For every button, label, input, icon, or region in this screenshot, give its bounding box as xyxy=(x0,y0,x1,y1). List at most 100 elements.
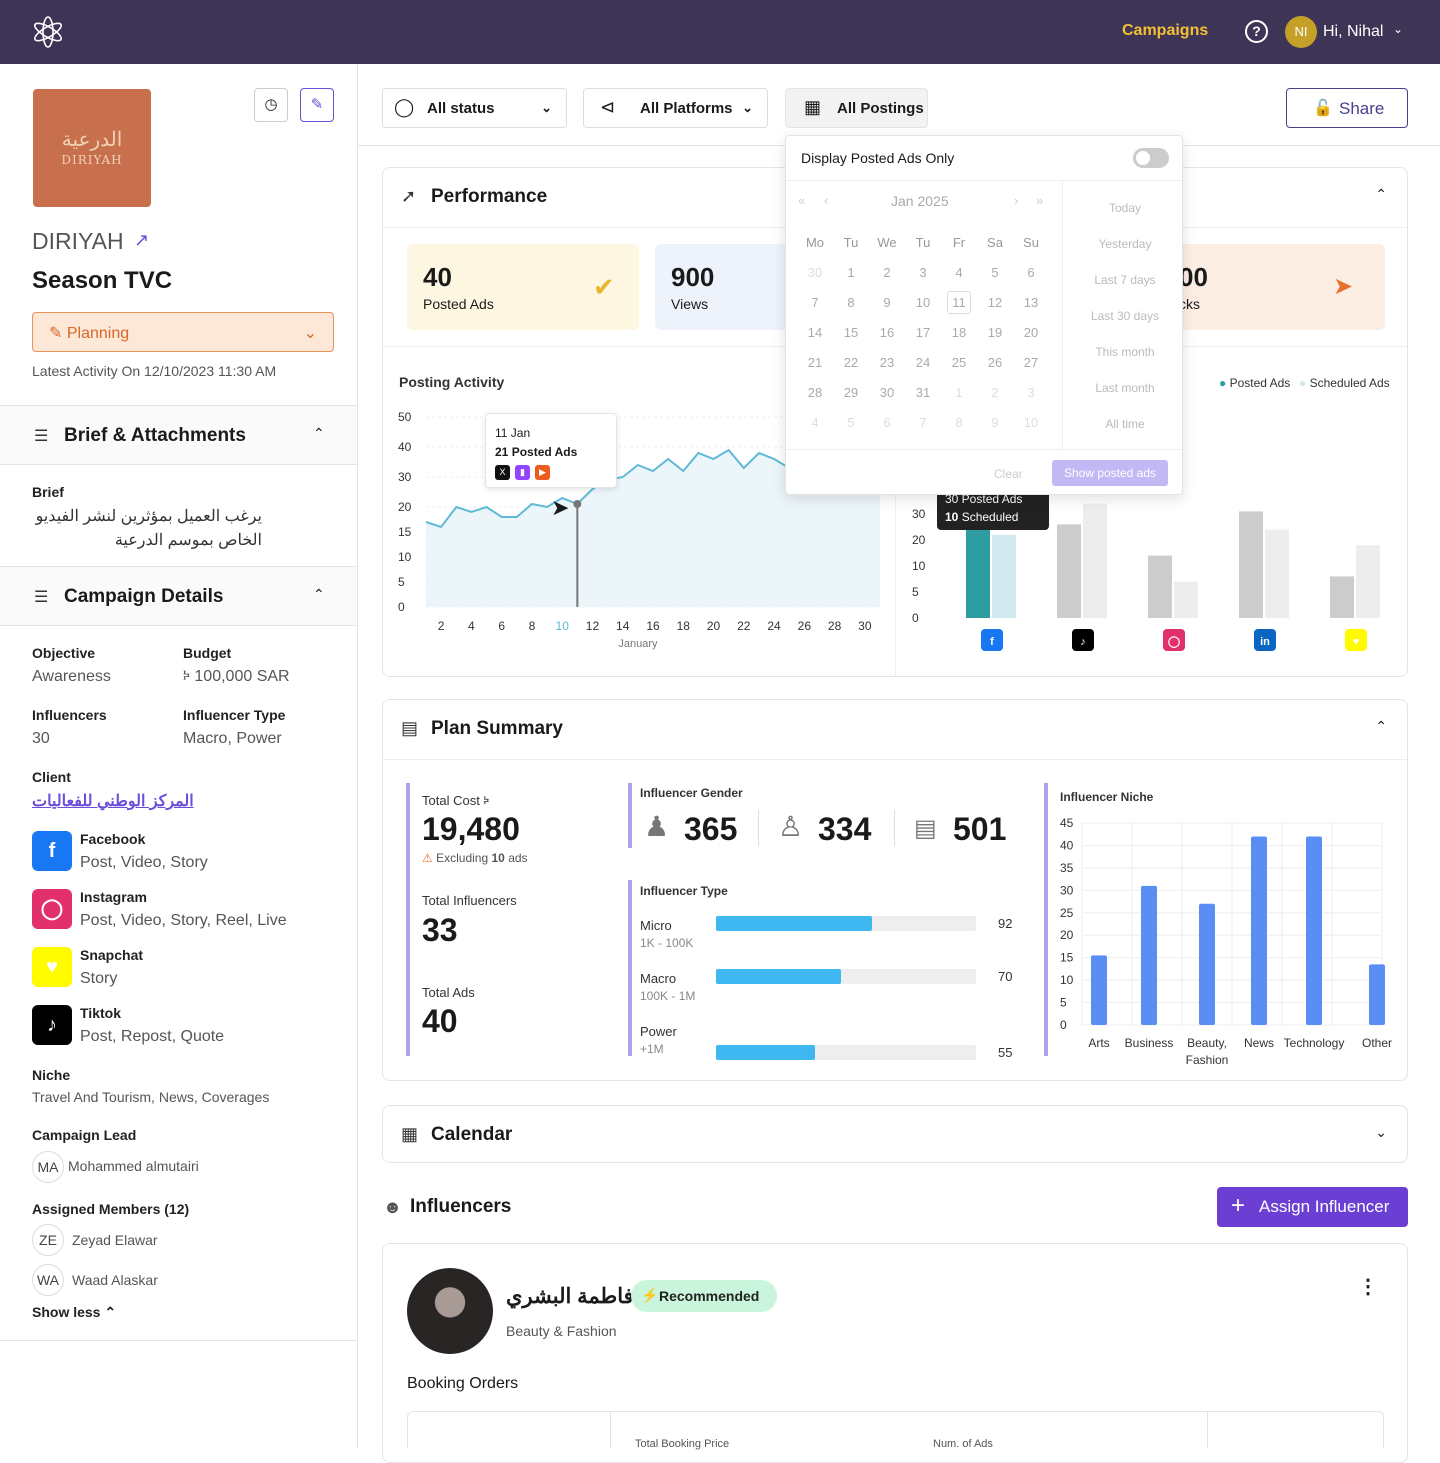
show-posted-ads-button[interactable]: Show posted ads xyxy=(1052,460,1168,486)
nav-campaigns-link[interactable]: Campaigns xyxy=(1122,22,1208,40)
next-month-icon[interactable]: › xyxy=(1014,193,1018,208)
calendar-day[interactable]: 7 xyxy=(800,295,830,310)
tooltip-count: 21 Posted Ads xyxy=(495,445,577,459)
objective-value: Awareness xyxy=(32,668,111,686)
calendar-day[interactable]: 21 xyxy=(800,355,830,370)
brief-section-header[interactable]: ☰ Brief & Attachments ⌃ xyxy=(0,405,357,465)
calendar-day[interactable]: 22 xyxy=(836,355,866,370)
calendar-day[interactable]: 16 xyxy=(872,325,902,340)
calendar-day[interactable]: 2 xyxy=(980,385,1010,400)
help-icon[interactable]: ? xyxy=(1245,20,1268,43)
edit-button[interactable]: ✎ xyxy=(300,88,334,122)
divider xyxy=(786,449,1182,450)
calendar-day[interactable]: 30 xyxy=(800,265,830,280)
user-greeting[interactable]: Hi, Nihal xyxy=(1323,23,1383,41)
calendar-day[interactable]: 11 xyxy=(947,291,971,314)
date-preset[interactable]: Last 7 days xyxy=(1066,273,1184,287)
user-avatar[interactable]: NI xyxy=(1285,16,1317,48)
calendar-day[interactable]: 23 xyxy=(872,355,902,370)
calendar-day[interactable]: 24 xyxy=(908,355,938,370)
share-button[interactable]: 🔓 Share xyxy=(1286,88,1408,128)
calendar-day[interactable]: 6 xyxy=(1016,265,1046,280)
posted-only-toggle[interactable] xyxy=(1133,148,1169,168)
influencer-type-label: Influencer Type xyxy=(183,707,285,723)
chevron-up-icon[interactable]: ⌃ xyxy=(1375,718,1387,735)
total-influencers-label: Total Influencers xyxy=(422,893,517,908)
app-logo-icon[interactable] xyxy=(30,14,66,50)
calendar-day[interactable]: 4 xyxy=(944,265,974,280)
calendar-day[interactable]: 17 xyxy=(908,325,938,340)
clear-button[interactable]: Clear xyxy=(994,467,1023,481)
details-section-header[interactable]: ☰ Campaign Details ⌃ xyxy=(0,566,357,626)
calendar-day[interactable]: 29 xyxy=(836,385,866,400)
calendar-day[interactable]: 14 xyxy=(800,325,830,340)
facebook-icon: f xyxy=(32,831,72,871)
calendar-card[interactable]: ▦ Calendar ⌄ xyxy=(382,1105,1408,1163)
date-preset[interactable]: Last month xyxy=(1066,381,1184,395)
calendar-day[interactable]: 28 xyxy=(800,385,830,400)
riyal-icon: ⰽ xyxy=(183,668,194,685)
niche-bar xyxy=(1199,904,1215,1025)
prev-year-icon[interactable]: « xyxy=(798,193,805,208)
postings-filter-dropdown[interactable]: ▦ All Postings xyxy=(785,88,928,128)
calendar-day[interactable]: 13 xyxy=(1016,295,1046,310)
calendar-day[interactable]: 10 xyxy=(1016,415,1046,430)
date-preset[interactable]: This month xyxy=(1066,345,1184,359)
calendar-day[interactable]: 27 xyxy=(1016,355,1046,370)
calendar-day[interactable]: 10 xyxy=(908,295,938,310)
calendar-day[interactable]: 9 xyxy=(980,415,1010,430)
calendar-day[interactable]: 8 xyxy=(836,295,866,310)
calendar-day[interactable]: 12 xyxy=(980,295,1010,310)
date-preset[interactable]: Yesterday xyxy=(1066,237,1184,251)
chevron-up-icon[interactable]: ⌃ xyxy=(313,586,325,603)
brand-logo-arabic: الدرعية xyxy=(33,127,151,151)
more-options-icon[interactable]: ⋮ xyxy=(1358,1274,1378,1299)
client-link[interactable]: المركز الوطني للفعاليات xyxy=(32,791,194,811)
platform-filter-dropdown[interactable]: ⊲ All Platforms ⌄ xyxy=(583,88,768,128)
calendar-day[interactable]: 19 xyxy=(980,325,1010,340)
x-tick-label: Arts xyxy=(1088,1036,1109,1050)
date-preset[interactable]: Today xyxy=(1066,201,1184,215)
chevron-up-icon[interactable]: ⌃ xyxy=(313,425,325,442)
influencer-avatar[interactable] xyxy=(407,1268,493,1354)
calendar-day[interactable]: 3 xyxy=(1016,385,1046,400)
calendar-day[interactable]: 1 xyxy=(944,385,974,400)
history-button[interactable]: ◷ xyxy=(254,88,288,122)
status-filter-dropdown[interactable]: ◯ All status ⌄ xyxy=(382,88,567,128)
chevron-down-icon[interactable]: ⌄ xyxy=(1375,1124,1387,1141)
calendar-day[interactable]: 8 xyxy=(944,415,974,430)
prev-month-icon[interactable]: ‹ xyxy=(824,193,828,208)
calendar-day[interactable]: 5 xyxy=(836,415,866,430)
date-preset[interactable]: Last 30 days xyxy=(1066,309,1184,323)
calendar-day[interactable]: 30 xyxy=(872,385,902,400)
calendar-day[interactable]: 4 xyxy=(800,415,830,430)
influencer-name[interactable]: فاطمة البشري xyxy=(506,1284,634,1309)
calendar-day[interactable]: 25 xyxy=(944,355,974,370)
calendar-day[interactable]: 1 xyxy=(836,265,866,280)
status-dropdown[interactable]: ✎ Planning ⌄ xyxy=(32,312,334,352)
assign-influencer-button[interactable]: + Assign Influencer xyxy=(1217,1187,1408,1227)
next-year-icon[interactable]: » xyxy=(1036,193,1043,208)
chevron-up-icon[interactable]: ⌃ xyxy=(1375,186,1387,203)
chevron-down-icon[interactable]: ⌄ xyxy=(1393,22,1403,36)
member-name: Zeyad Elawar xyxy=(72,1232,158,1248)
bar-scheduled xyxy=(1265,530,1289,618)
external-link-icon[interactable]: ↗ xyxy=(134,230,149,251)
calendar-day[interactable]: 5 xyxy=(980,265,1010,280)
calendar-day[interactable]: 26 xyxy=(980,355,1010,370)
calendar-day[interactable]: 3 xyxy=(908,265,938,280)
calendar-day[interactable]: 15 xyxy=(836,325,866,340)
show-less-button[interactable]: Show less ⌃ xyxy=(32,1304,116,1321)
status-filter-label: All status xyxy=(427,100,495,117)
calendar-day[interactable]: 2 xyxy=(872,265,902,280)
twitch-icon: ▮ xyxy=(515,465,530,480)
calendar-day[interactable]: 31 xyxy=(908,385,938,400)
type-bar-track xyxy=(716,1045,976,1060)
y-tick-label: 50 xyxy=(398,410,412,424)
calendar-day[interactable]: 6 xyxy=(872,415,902,430)
calendar-day[interactable]: 9 xyxy=(872,295,902,310)
date-preset[interactable]: All time xyxy=(1066,417,1184,431)
calendar-day[interactable]: 7 xyxy=(908,415,938,430)
calendar-day[interactable]: 18 xyxy=(944,325,974,340)
calendar-day[interactable]: 20 xyxy=(1016,325,1046,340)
